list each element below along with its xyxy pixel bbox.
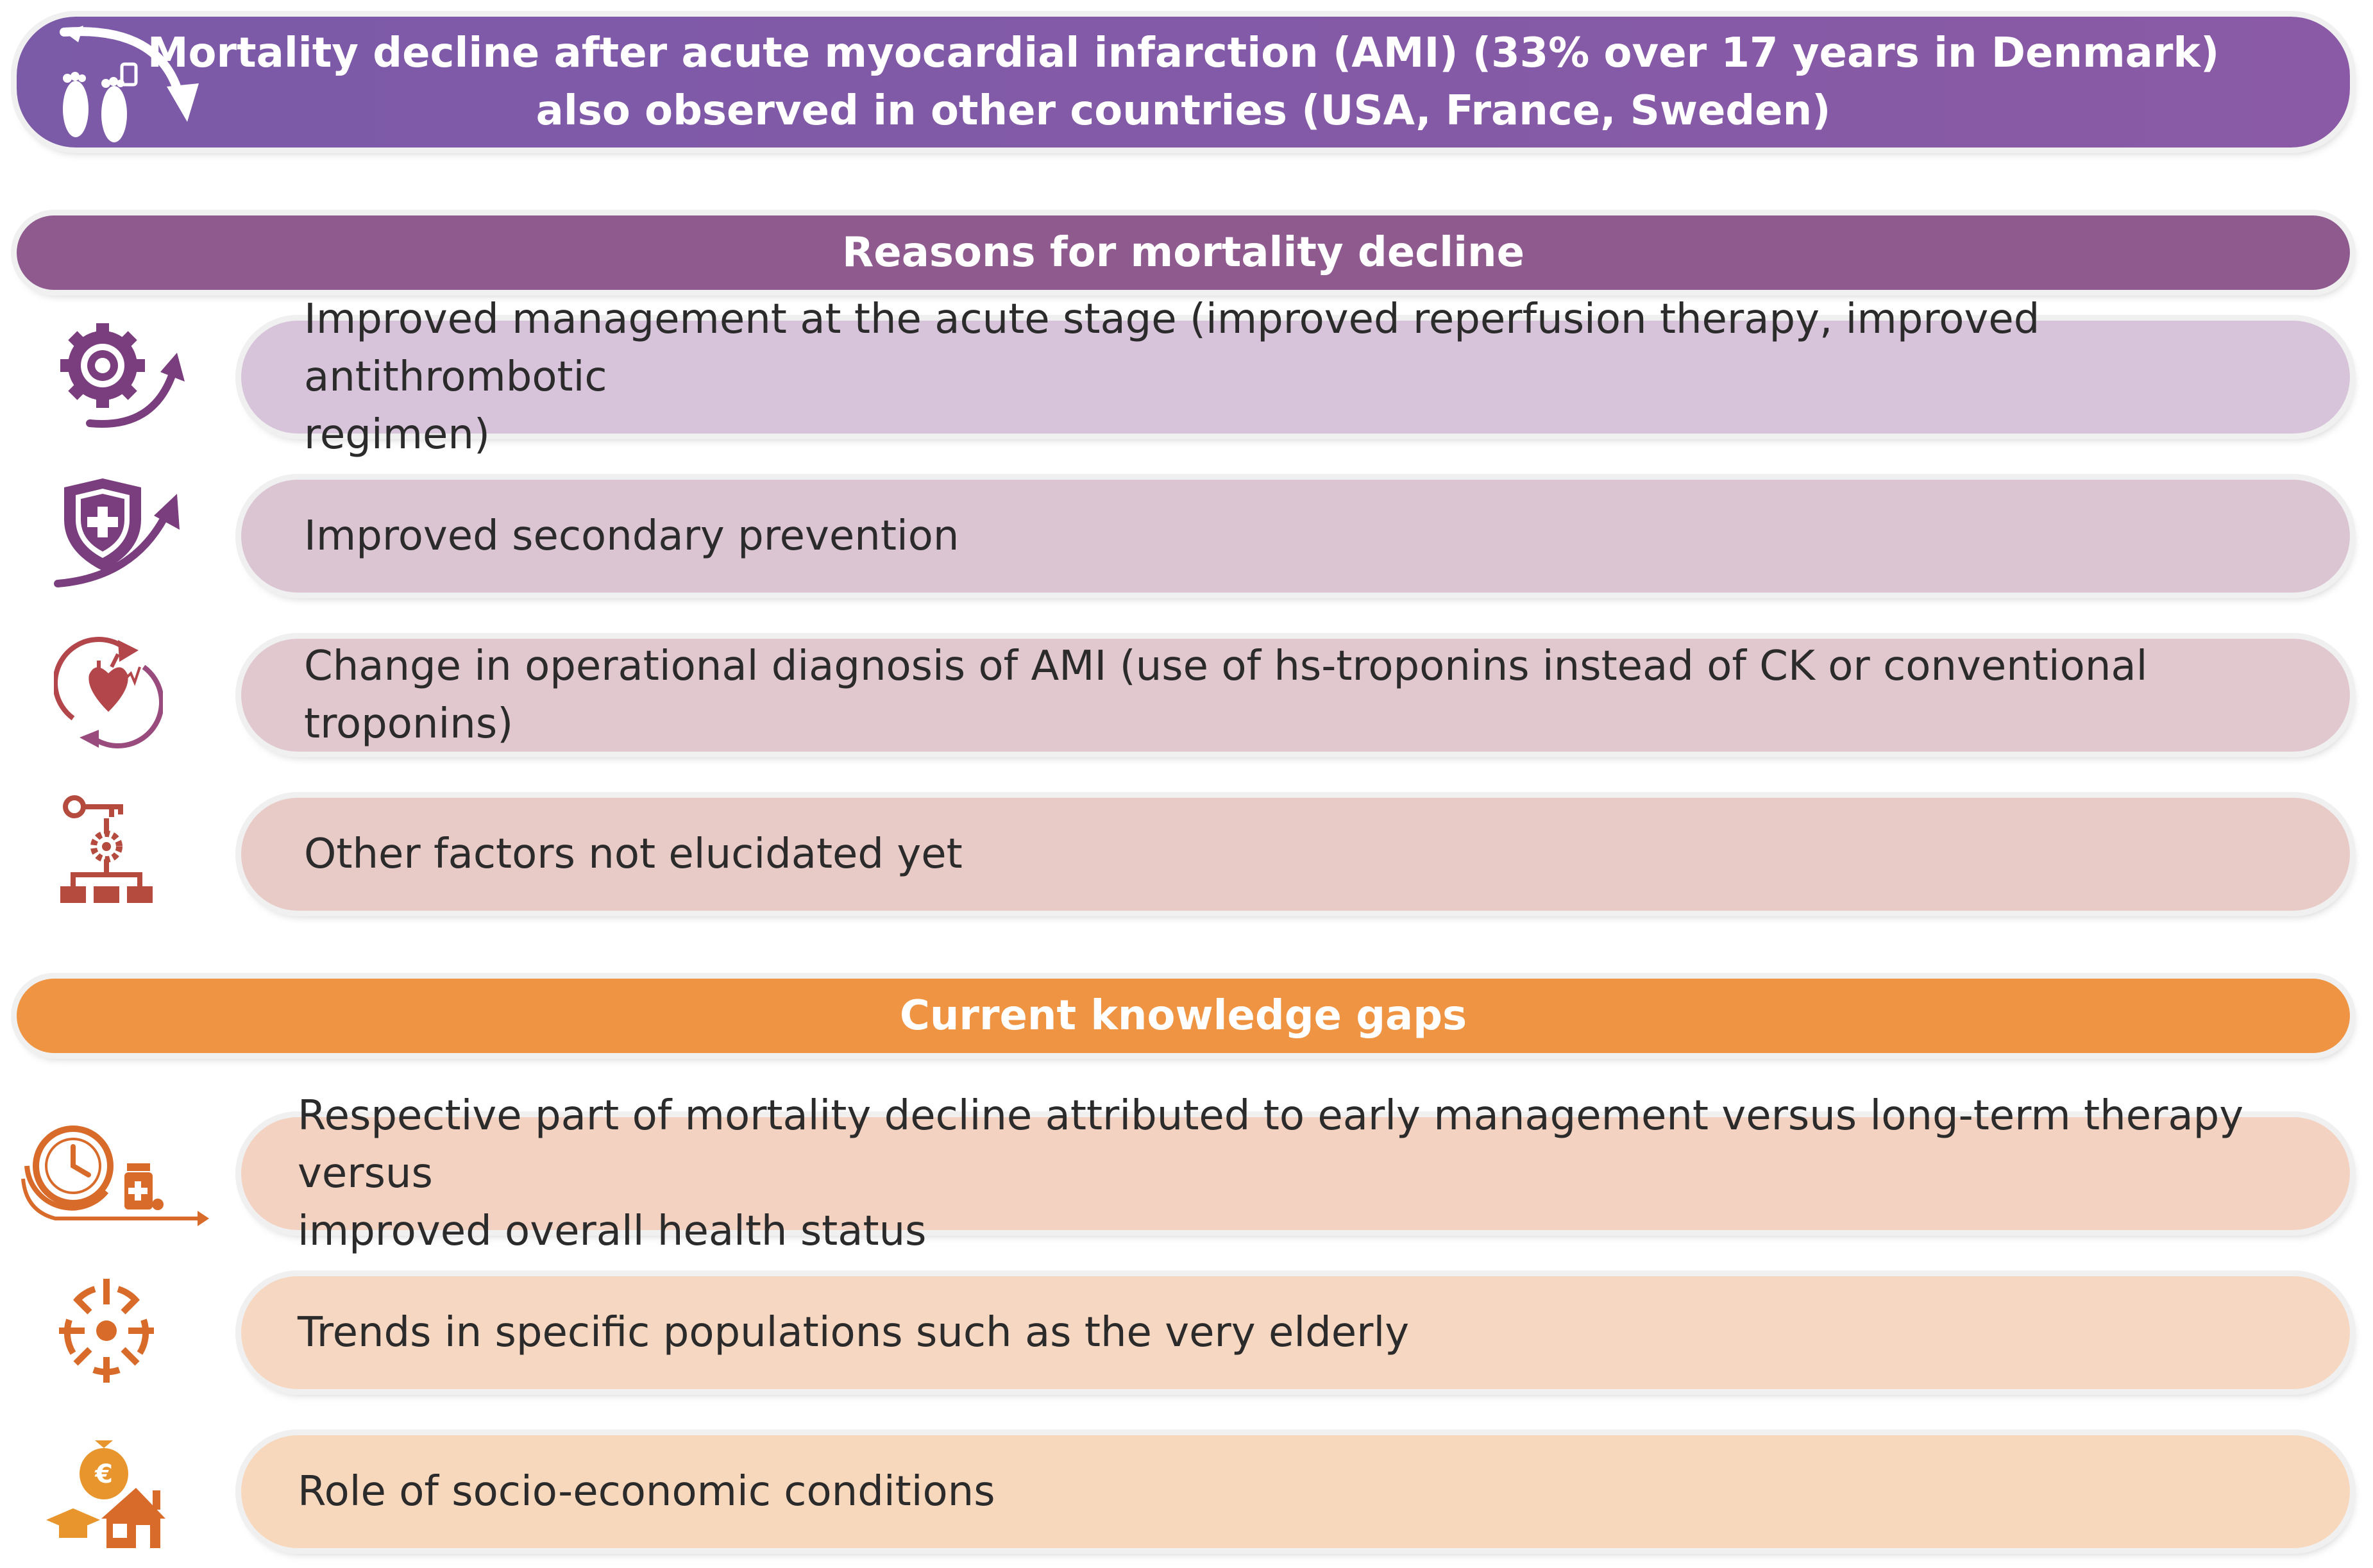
- gaps-title-bar: Current knowledge gaps: [17, 979, 2350, 1053]
- reason-item-4: Other factors not elucidated yet: [241, 798, 2350, 911]
- clock-medicine-icon: [21, 1125, 209, 1226]
- header-line-1: Mortality decline after acute myocardial…: [147, 30, 2220, 77]
- reason-item-3: Change in operational diagnosis of AMI (…: [241, 639, 2350, 752]
- shield-arrow-icon: [54, 478, 180, 587]
- target-icon: [59, 1279, 154, 1383]
- svg-text:€: €: [94, 1460, 113, 1489]
- gaps-title: Current knowledge gaps: [899, 992, 1467, 1040]
- reason-item-2-line-1: Improved secondary prevention: [304, 512, 959, 560]
- reasons-title: Reasons for mortality decline: [842, 229, 1524, 276]
- gap-item-1-line-1: Respective part of mortality decline att…: [298, 1092, 2244, 1197]
- gap-item-3: Role of socio-economic conditions: [241, 1435, 2350, 1548]
- footprints-arrow-icon: [60, 26, 199, 142]
- reason-item-1-line-2: regimen): [304, 411, 490, 459]
- gap-item-1: Respective part of mortality decline att…: [241, 1092, 2350, 1255]
- key-hierarchy-icon: [60, 795, 153, 903]
- reason-item-1: Improved management at the acute stage (…: [241, 296, 2350, 459]
- header-banner: Mortality decline after acute myocardial…: [17, 17, 2350, 148]
- gap-item-2: Trends in specific populations such as t…: [241, 1276, 2350, 1389]
- header-line-2: also observed in other countries (USA, F…: [536, 87, 1831, 135]
- heart-cycle-icon: [54, 637, 163, 748]
- reason-item-4-line-1: Other factors not elucidated yet: [304, 830, 963, 878]
- gear-arrow-icon: [60, 323, 185, 428]
- gap-item-3-line-1: Role of socio-economic conditions: [298, 1468, 995, 1515]
- gap-item-1-line-2: improved overall health status: [298, 1208, 927, 1255]
- reason-item-3-line-1: Change in operational diagnosis of AMI (…: [304, 643, 2148, 748]
- gap-item-2-line-1: Trends in specific populations such as t…: [298, 1309, 1410, 1356]
- reason-item-2: Improved secondary prevention: [241, 480, 2350, 593]
- reasons-title-bar: Reasons for mortality decline: [17, 215, 2350, 290]
- reason-item-1-line-1: Improved management at the acute stage (…: [304, 296, 2040, 401]
- money-house-education-icon: €: [46, 1440, 165, 1548]
